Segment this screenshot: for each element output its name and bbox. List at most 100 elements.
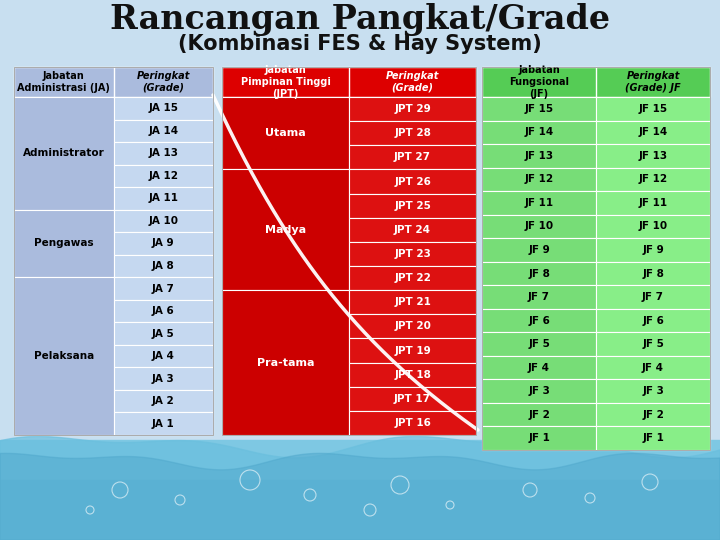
Bar: [482, 356, 596, 380]
Bar: [14, 67, 213, 97]
Bar: [482, 215, 596, 238]
Text: JF 3: JF 3: [642, 386, 664, 396]
Text: Utama: Utama: [265, 128, 306, 138]
Bar: [114, 413, 213, 435]
Text: JPT 24: JPT 24: [394, 225, 431, 235]
Text: JF 13: JF 13: [639, 151, 667, 161]
Text: JPT 19: JPT 19: [394, 346, 431, 355]
Bar: [114, 390, 213, 413]
Text: JF 4: JF 4: [528, 363, 550, 373]
Text: JA 8: JA 8: [152, 261, 175, 271]
Bar: [349, 170, 476, 193]
Bar: [482, 262, 596, 285]
Bar: [114, 255, 213, 277]
Bar: [482, 380, 596, 403]
Bar: [114, 322, 213, 345]
Text: JA 1: JA 1: [152, 418, 175, 429]
Text: JF 10: JF 10: [524, 221, 554, 232]
Text: JPT 28: JPT 28: [394, 128, 431, 138]
Bar: [114, 165, 213, 187]
Bar: [14, 67, 213, 435]
Text: JPT 18: JPT 18: [394, 370, 431, 380]
Bar: [596, 120, 710, 144]
Bar: [482, 97, 596, 120]
Text: JA 2: JA 2: [152, 396, 175, 406]
Bar: [349, 193, 476, 218]
Text: JPT 21: JPT 21: [394, 297, 431, 307]
Text: JF 12: JF 12: [524, 174, 554, 184]
Bar: [114, 277, 213, 300]
Bar: [482, 67, 710, 97]
Text: Jabatan
Fungsional
(JF): Jabatan Fungsional (JF): [509, 65, 569, 99]
Bar: [596, 167, 710, 191]
Text: JF 15: JF 15: [639, 104, 667, 114]
Text: JF 7: JF 7: [528, 292, 550, 302]
Bar: [482, 191, 596, 215]
Text: JA 11: JA 11: [148, 193, 179, 204]
Text: JA 15: JA 15: [148, 103, 179, 113]
Bar: [596, 380, 710, 403]
Bar: [222, 67, 476, 435]
Bar: [349, 266, 476, 290]
Bar: [482, 309, 596, 332]
Bar: [349, 218, 476, 242]
Text: JF 2: JF 2: [642, 410, 664, 420]
Text: JF 6: JF 6: [642, 315, 664, 326]
Text: JPT 26: JPT 26: [394, 177, 431, 186]
Text: Jabatan
Pimpinan Tinggi
(JPT): Jabatan Pimpinan Tinggi (JPT): [240, 65, 330, 99]
Bar: [349, 145, 476, 170]
Text: JPT 29: JPT 29: [394, 104, 431, 114]
Bar: [114, 97, 213, 119]
Bar: [114, 345, 213, 367]
Text: JF 1: JF 1: [642, 433, 664, 443]
Bar: [596, 144, 710, 167]
Text: JA 4: JA 4: [152, 351, 175, 361]
Bar: [596, 285, 710, 309]
Text: JF 5: JF 5: [642, 339, 664, 349]
Bar: [0, 440, 720, 540]
Bar: [482, 238, 596, 262]
Bar: [349, 290, 476, 314]
Bar: [222, 67, 476, 97]
Bar: [349, 242, 476, 266]
Bar: [596, 309, 710, 332]
Text: JF 11: JF 11: [524, 198, 554, 208]
Text: JF 14: JF 14: [639, 127, 667, 137]
Text: Pra-tama: Pra-tama: [257, 357, 314, 368]
Bar: [596, 356, 710, 380]
Text: JF 5: JF 5: [528, 339, 550, 349]
Text: Jabatan
Administrasi (JA): Jabatan Administrasi (JA): [17, 71, 110, 93]
Bar: [596, 403, 710, 427]
Bar: [222, 97, 349, 170]
Bar: [114, 142, 213, 165]
Text: JF 3: JF 3: [528, 386, 550, 396]
Text: JA 9: JA 9: [152, 239, 174, 248]
Text: Administrator: Administrator: [23, 148, 104, 158]
Bar: [596, 97, 710, 120]
Bar: [349, 314, 476, 339]
Text: JPT 27: JPT 27: [394, 152, 431, 163]
Bar: [114, 367, 213, 390]
Bar: [349, 362, 476, 387]
Bar: [596, 427, 710, 450]
Bar: [14, 210, 114, 277]
Bar: [114, 300, 213, 322]
Text: JF 1: JF 1: [528, 433, 550, 443]
Text: JF 2: JF 2: [528, 410, 550, 420]
Bar: [114, 119, 213, 142]
Text: Peringkat
(Grade): Peringkat (Grade): [386, 71, 439, 93]
Bar: [349, 97, 476, 121]
Text: JF 13: JF 13: [524, 151, 554, 161]
Text: JF 4: JF 4: [642, 363, 664, 373]
Text: JA 12: JA 12: [148, 171, 179, 181]
Bar: [596, 332, 710, 356]
Text: JPT 20: JPT 20: [394, 321, 431, 332]
Bar: [596, 262, 710, 285]
Bar: [482, 332, 596, 356]
Bar: [596, 191, 710, 215]
Bar: [114, 232, 213, 255]
Text: Rancangan Pangkat/Grade: Rancangan Pangkat/Grade: [110, 3, 610, 37]
Text: JPT 23: JPT 23: [394, 249, 431, 259]
Bar: [0, 480, 720, 540]
Text: JF 8: JF 8: [528, 268, 550, 279]
